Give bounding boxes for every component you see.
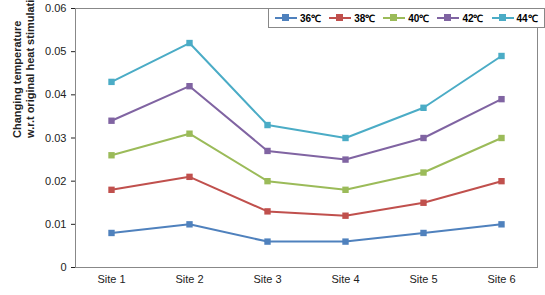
svg-text:Site 4: Site 4 — [331, 273, 359, 285]
svg-text:0.04: 0.04 — [45, 88, 66, 100]
svg-text:0.06: 0.06 — [45, 2, 66, 14]
html-text:36℃: 36℃ — [300, 13, 322, 24]
svg-text:Site 3: Site 3 — [253, 273, 281, 285]
svg-text:Changing temperaturew.r.t orig: Changing temperaturew.r.t original heat … — [11, 0, 36, 139]
svg-text:0.05: 0.05 — [45, 45, 66, 57]
svg-text:Site 5: Site 5 — [409, 273, 437, 285]
svg-text:0.01: 0.01 — [45, 218, 66, 230]
html-text:40℃: 40℃ — [408, 13, 430, 24]
svg-text:0: 0 — [60, 261, 66, 273]
html-text:44℃: 44℃ — [516, 13, 538, 24]
svg-text:Site 6: Site 6 — [487, 273, 515, 285]
svg-text:Site 2: Site 2 — [175, 273, 203, 285]
html-text:42℃: 42℃ — [462, 13, 484, 24]
svg-text:0.02: 0.02 — [45, 175, 66, 187]
svg-text:0.03: 0.03 — [45, 132, 66, 144]
svg-text:Site 1: Site 1 — [97, 273, 125, 285]
html-text:38℃: 38℃ — [354, 13, 376, 24]
